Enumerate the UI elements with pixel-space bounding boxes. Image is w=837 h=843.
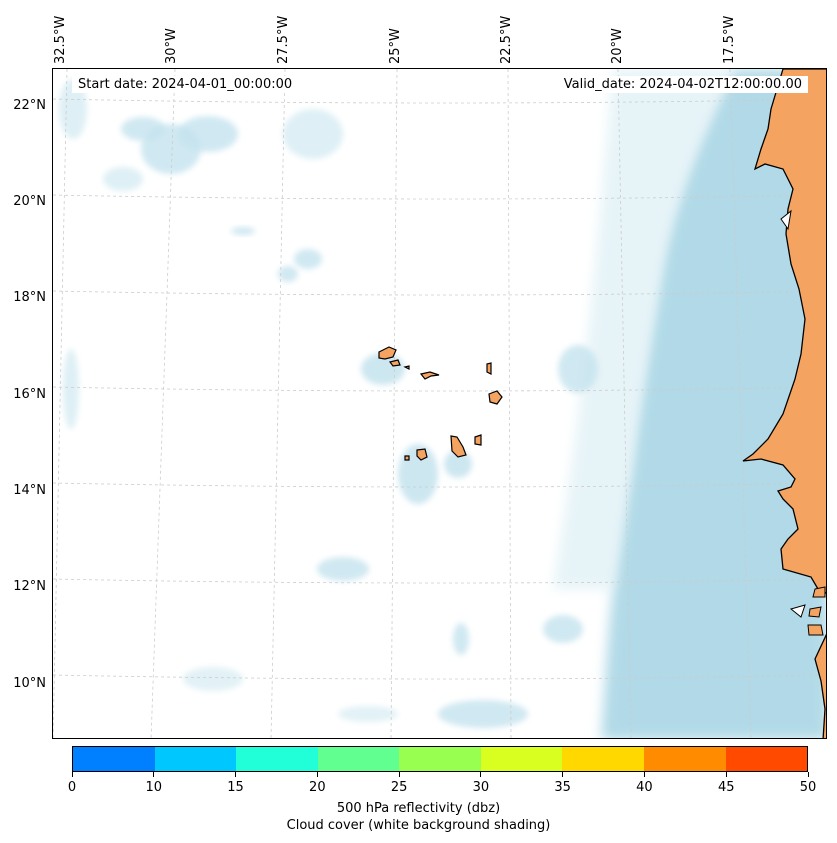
lon-label-30w: 30°W <box>164 28 179 64</box>
lon-label-17-5w: 17.5°W <box>722 15 737 64</box>
lat-label-22n: 22°N <box>13 98 46 113</box>
meridian-line <box>617 69 632 738</box>
lat-label-20n: 20°N <box>13 194 46 209</box>
colorbar-segment <box>73 747 155 771</box>
island-maio <box>474 434 482 446</box>
lat-label-12n: 12°N <box>13 579 46 594</box>
colorbar-label: 500 hPa reflectivity (dbz) <box>336 801 501 816</box>
lat-label-10n: 10°N <box>13 676 46 691</box>
lon-label-27-5w: 27.5°W <box>276 15 291 64</box>
colorbar-tick <box>725 772 727 777</box>
colorbar-segment <box>317 747 400 771</box>
colorbar-tick <box>562 772 564 777</box>
colorbar-segment <box>725 747 808 771</box>
colorbar-tick <box>235 772 237 777</box>
start-date-label: Start date: 2024-04-01_00:00:00 <box>72 76 299 93</box>
colorbar-segment <box>480 747 563 771</box>
lat-label-16n: 16°N <box>13 387 46 402</box>
cloud-patch <box>278 266 298 282</box>
colorbar-tick <box>480 772 482 777</box>
meridian-line <box>270 69 286 738</box>
island-sao-vicente <box>388 359 401 367</box>
island-santiago <box>450 435 467 458</box>
colorbar-tick-label: 25 <box>390 780 408 795</box>
cloud-patch <box>178 116 238 152</box>
colorbar-tick-label: 0 <box>67 780 77 795</box>
meridian-line <box>53 69 68 738</box>
africa-coast <box>742 69 826 738</box>
lon-label-25w: 25°W <box>388 28 403 64</box>
lon-label-32-5w: 32.5°W <box>53 15 68 64</box>
colorbar-tick-label: 15 <box>227 780 244 795</box>
cloud-patch <box>453 623 469 655</box>
meridian-line <box>390 69 398 738</box>
island-sao-nicolau <box>419 371 440 380</box>
cloud-patch <box>338 706 398 722</box>
cloud-patch <box>543 615 583 643</box>
meridian-line <box>729 69 752 738</box>
valid-date-label: Valid_date: 2024-04-02T12:00:00.00 <box>557 76 808 93</box>
cloud-patch <box>183 667 243 691</box>
cloud-patch <box>294 249 322 269</box>
cloud-patch <box>438 700 528 728</box>
coast-inlet <box>780 209 792 231</box>
cloud-patch <box>558 345 598 393</box>
cloud-patch <box>317 557 369 581</box>
lon-label-20w: 20°W <box>610 28 625 64</box>
map-canvas <box>53 69 826 738</box>
island-brava <box>404 455 410 461</box>
cloud-patch <box>283 109 343 159</box>
colorbar-tick-label: 30 <box>472 780 490 795</box>
colorbar-tick-label: 20 <box>309 780 326 795</box>
colorbar-tick-label: 35 <box>554 780 571 795</box>
cape-verde-islands <box>378 346 503 461</box>
island-sal <box>486 362 492 375</box>
meridian-line <box>150 69 176 738</box>
colorbar-sublabel: Cloud cover (white background shading) <box>286 818 551 833</box>
meridian-line <box>507 69 512 738</box>
bijagos-island <box>812 586 826 598</box>
colorbar-segment <box>154 747 237 771</box>
bijagos-island <box>808 606 822 618</box>
cloud-patch <box>121 117 165 141</box>
colorbar-tick <box>71 772 73 777</box>
colorbar-tick-label: 10 <box>145 780 163 795</box>
cloud-band-haze <box>553 69 733 589</box>
cloud-patch <box>444 450 472 478</box>
colorbar-tick <box>398 772 400 777</box>
lon-label-22-5w: 22.5°W <box>499 15 514 64</box>
colorbar-segment <box>562 747 644 771</box>
land-layer <box>742 69 826 738</box>
island-boa-vista <box>488 390 503 405</box>
cloud-band-east <box>601 69 826 738</box>
island-santo-antao <box>378 346 397 360</box>
colorbar-segment <box>399 747 481 771</box>
colorbar-tick <box>807 772 809 777</box>
cloud-patch <box>231 227 255 235</box>
cloud-patch <box>103 167 143 191</box>
colorbar-segment <box>643 747 726 771</box>
cloud-cover-layer <box>59 69 826 738</box>
map-panel <box>52 68 827 739</box>
colorbar-segment <box>236 747 318 771</box>
colorbar-tick <box>643 772 645 777</box>
island-fogo <box>416 448 428 461</box>
colorbar <box>72 746 808 772</box>
bijagos-island <box>807 624 824 636</box>
graticule <box>53 69 826 738</box>
colorbar-tick-label: 40 <box>636 780 653 795</box>
lat-label-14n: 14°N <box>13 483 46 498</box>
colorbar-tick-label: 45 <box>717 780 735 795</box>
lat-label-18n: 18°N <box>13 290 46 305</box>
island-santa-luzia <box>403 365 410 370</box>
coast-inlet <box>789 604 806 618</box>
colorbar-tick-label: 50 <box>799 780 817 795</box>
colorbar-tick <box>153 772 155 777</box>
colorbar-tick <box>316 772 318 777</box>
cloud-patch <box>63 349 79 429</box>
